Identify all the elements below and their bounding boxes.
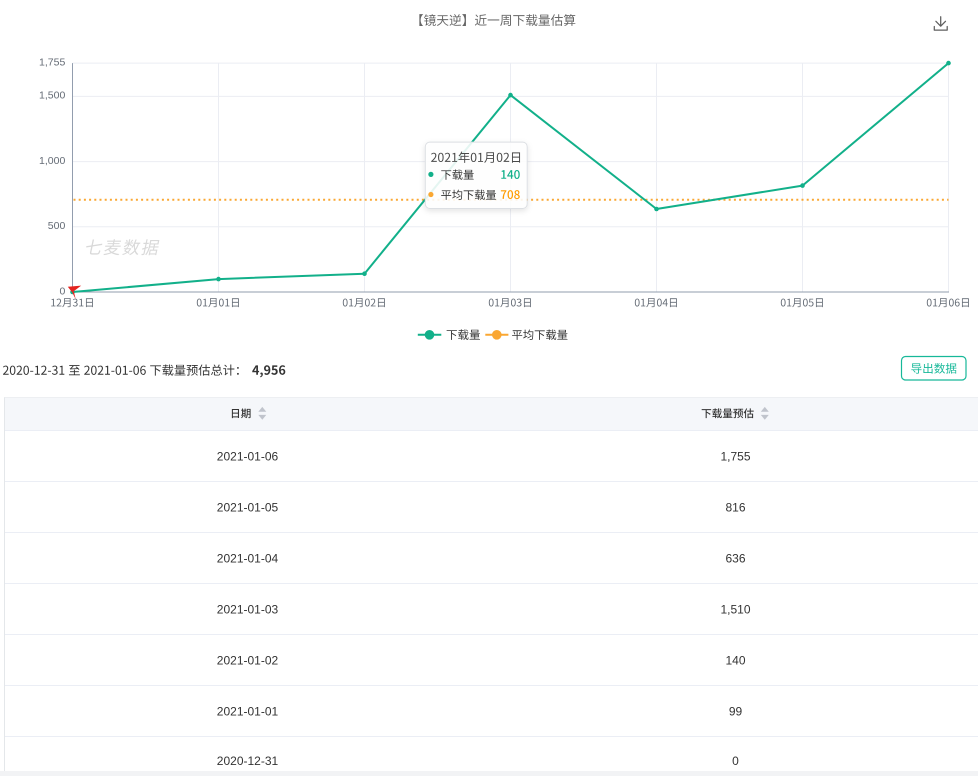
svg-text:2021-01-02: 2021-01-02 [217,653,279,667]
svg-text:1,755: 1,755 [39,57,65,69]
svg-text:1,755: 1,755 [720,449,750,463]
svg-text:1,000: 1,000 [39,155,65,167]
svg-text:1,500: 1,500 [39,90,65,102]
svg-text:2020-12-31: 2020-12-31 [217,754,279,768]
svg-text:2021-01-04: 2021-01-04 [217,551,279,565]
svg-text:99: 99 [729,704,743,718]
svg-text:0: 0 [59,285,65,297]
svg-text:636: 636 [725,551,745,565]
svg-text:2021-01-06: 2021-01-06 [217,449,279,463]
svg-text:140: 140 [725,653,745,667]
svg-text:1,510: 1,510 [720,602,750,616]
svg-text:2021-01-01: 2021-01-01 [217,704,279,718]
svg-text:816: 816 [725,500,745,514]
svg-text:2021-01-03: 2021-01-03 [217,602,279,616]
svg-text:0: 0 [732,754,739,768]
svg-text:500: 500 [48,220,66,232]
svg-text:2021-01-05: 2021-01-05 [217,500,279,514]
